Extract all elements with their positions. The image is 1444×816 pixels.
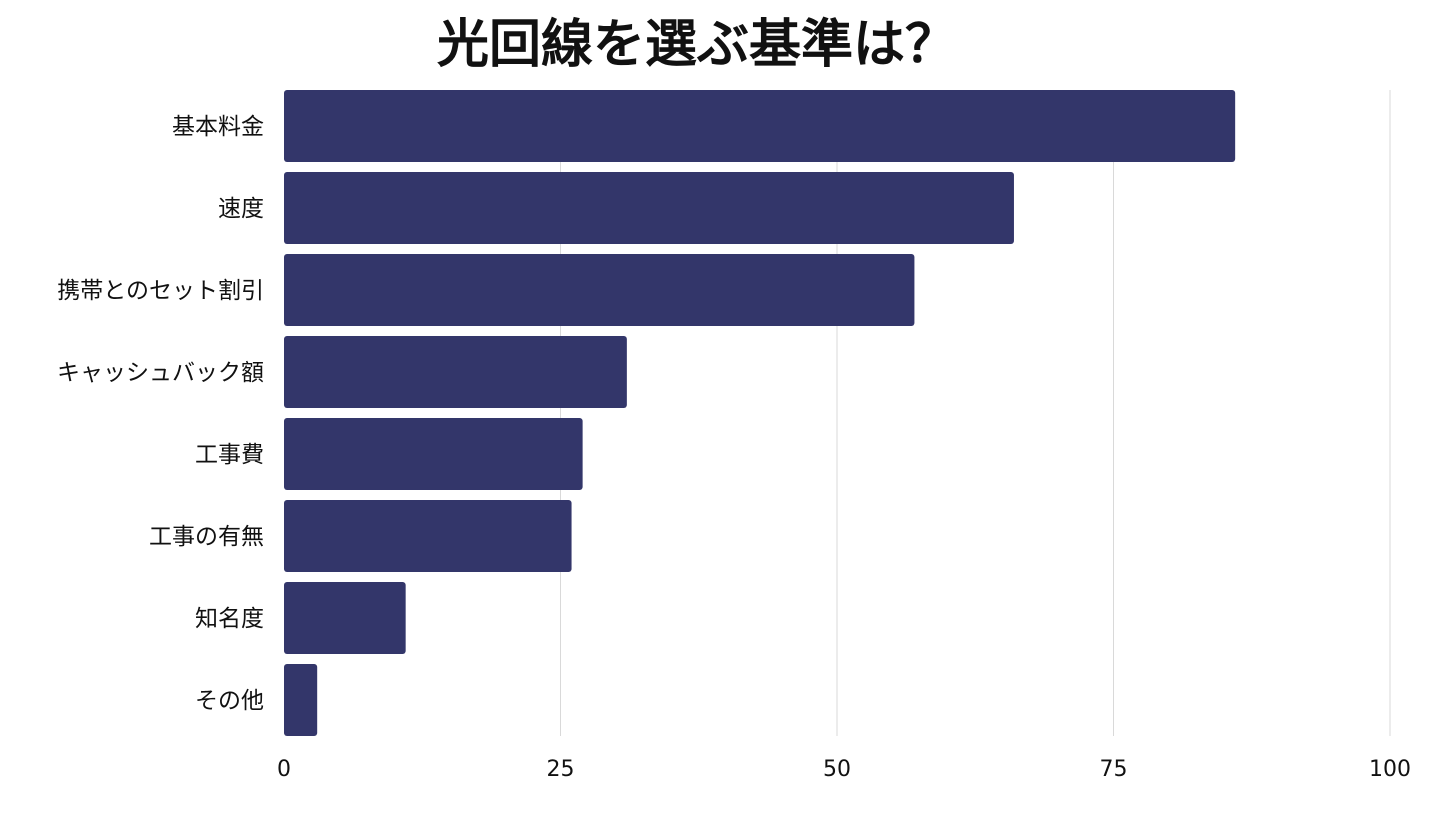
- x-tick-label: 0: [277, 757, 291, 782]
- category-label: 携帯とのセット割引: [57, 278, 264, 304]
- x-tick-label: 25: [547, 757, 575, 782]
- bar: [284, 254, 915, 326]
- category-label: その他: [195, 688, 264, 714]
- bar: [284, 500, 572, 572]
- category-label: 工事費: [195, 442, 264, 468]
- category-label: 知名度: [195, 606, 264, 632]
- x-tick-label: 50: [823, 757, 851, 782]
- x-tick-label: 100: [1369, 757, 1411, 782]
- bars: [284, 90, 1236, 736]
- bar: [284, 336, 627, 408]
- bar: [284, 582, 406, 654]
- bar: [284, 418, 583, 490]
- bar: [284, 172, 1014, 244]
- bar: [284, 90, 1236, 162]
- chart-title: 光回線を選ぶ基準は？: [436, 15, 957, 75]
- bar: [284, 664, 318, 736]
- category-label: 工事の有無: [149, 524, 264, 550]
- category-label: 速度: [218, 196, 264, 222]
- category-label: 基本料金: [172, 114, 264, 140]
- x-tick-labels: 0 25 50 75 100: [277, 757, 1411, 782]
- x-tick-label: 75: [1100, 757, 1128, 782]
- category-label: キャッシュバック額: [57, 360, 264, 386]
